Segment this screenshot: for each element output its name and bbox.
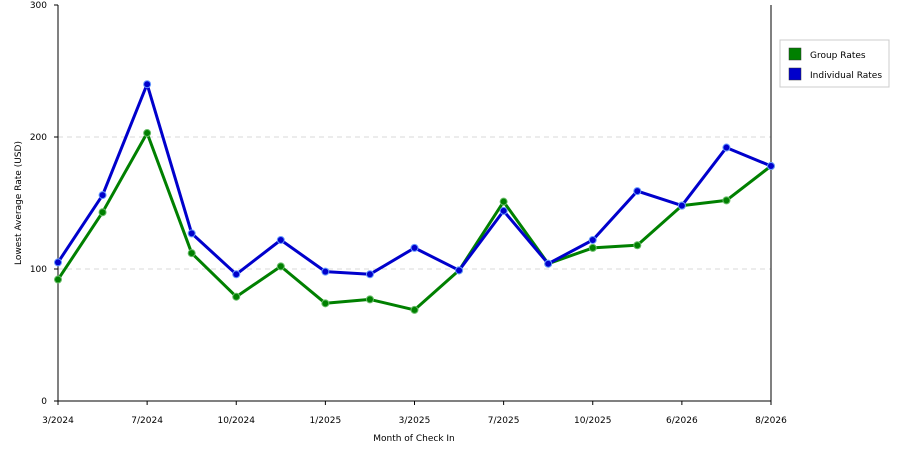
- x-tick-label: 8/2026: [755, 416, 787, 426]
- x-tick-label: 3/2025: [399, 416, 431, 426]
- x-tick-label: 10/2025: [574, 416, 611, 426]
- series-group: [54, 80, 775, 314]
- y-axis-title: Lowest Average Rate (USD): [14, 141, 24, 265]
- grid-lines: [58, 136, 771, 270]
- data-point-group-rates: [633, 241, 642, 250]
- y-tick-label: 200: [30, 133, 47, 143]
- data-point-group-rates: [143, 129, 152, 138]
- data-point-individual-rates: [54, 258, 62, 267]
- data-point-group-rates: [410, 305, 419, 314]
- data-point-individual-rates: [455, 266, 464, 275]
- series-line-group-rates: [56, 131, 773, 312]
- data-point-group-rates: [54, 275, 62, 284]
- data-point-individual-rates: [143, 80, 152, 89]
- data-point-group-rates: [722, 196, 731, 205]
- data-point-individual-rates: [232, 270, 241, 279]
- data-point-individual-rates: [187, 229, 196, 238]
- x-tick-label: 7/2024: [131, 416, 163, 426]
- data-point-individual-rates: [410, 243, 419, 252]
- data-point-individual-rates: [588, 235, 597, 244]
- data-point-individual-rates: [677, 201, 686, 210]
- data-point-individual-rates: [365, 270, 374, 279]
- data-point-group-rates: [98, 208, 107, 217]
- legend-swatch-individual-rates: [788, 67, 802, 81]
- x-tick-label: 1/2025: [310, 416, 342, 426]
- y-tick-label: 100: [30, 265, 47, 275]
- data-point-group-rates: [365, 295, 374, 304]
- data-point-individual-rates: [499, 206, 508, 215]
- legend-label-group-rates: Group Rates: [810, 51, 866, 61]
- data-point-individual-rates: [98, 191, 107, 200]
- legend: Group Rates Individual Rates: [779, 39, 890, 88]
- data-point-individual-rates: [722, 143, 731, 152]
- x-tick-label: 3/2024: [42, 416, 74, 426]
- tick-marks: 0 100 200 300 3/2024 7/2024 10/2024 1/2025 3/202…: [30, 1, 787, 426]
- y-tick-label: 300: [30, 1, 47, 11]
- x-tick-label: 6/2026: [666, 416, 698, 426]
- x-tick-label: 7/2025: [488, 416, 520, 426]
- axes: [57, 5, 772, 402]
- data-point-group-rates: [276, 262, 285, 271]
- legend-swatch-group-rates: [788, 47, 802, 61]
- data-point-group-rates: [321, 299, 330, 308]
- x-axis-title: Month of Check In: [373, 434, 455, 444]
- data-point-individual-rates: [633, 187, 642, 196]
- y-tick-label: 0: [41, 397, 47, 407]
- x-tick-label: 10/2024: [218, 416, 256, 426]
- data-point-individual-rates: [767, 162, 775, 171]
- data-point-individual-rates: [276, 235, 285, 244]
- data-point-group-rates: [187, 249, 196, 258]
- legend-label-individual-rates: Individual Rates: [810, 71, 882, 81]
- data-point-group-rates: [232, 292, 241, 301]
- data-point-group-rates: [588, 243, 597, 252]
- data-point-group-rates: [499, 197, 508, 206]
- data-point-individual-rates: [321, 267, 330, 276]
- data-point-individual-rates: [544, 259, 553, 268]
